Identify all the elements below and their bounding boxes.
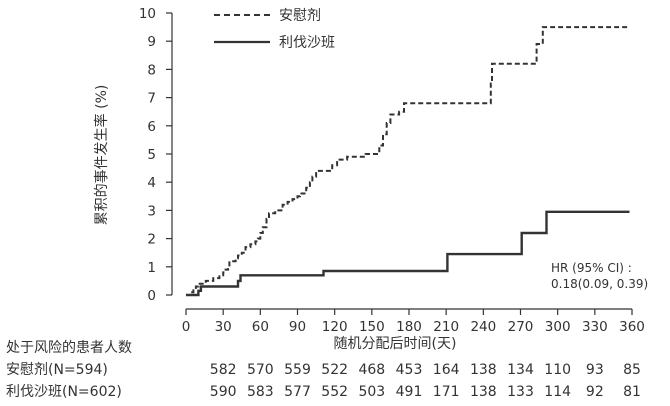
risk-value-cell: 590 <box>210 384 237 400</box>
risk-row-label-rivaroxaban: 利伐沙班(N=602) <box>6 384 122 400</box>
risk-value-cell: 138 <box>470 384 497 400</box>
y-tick-label: 1 <box>147 260 156 276</box>
risk-row-label-placebo: 安慰剂(N=594) <box>6 361 108 378</box>
risk-value-cell: 164 <box>433 362 460 378</box>
legend-label-rivaroxaban: 利伐沙班 <box>279 35 335 51</box>
hr-annotation-line2: 0.18(0.09, 0.39) <box>551 277 648 291</box>
risk-value-cell: 453 <box>396 362 423 378</box>
risk-value-cell: 522 <box>321 362 348 378</box>
risk-table: 处于风险的患者人数 安慰剂(N=594) 利伐沙班(N=602) 582 570 5… <box>6 340 641 400</box>
risk-value-cell: 85 <box>623 362 641 378</box>
y-tick-label: 7 <box>147 91 156 107</box>
risk-value-cell: 133 <box>507 384 534 400</box>
y-tick-label: 10 <box>139 6 156 22</box>
x-tick-label: 60 <box>252 319 269 335</box>
y-tick-label: 8 <box>147 62 156 78</box>
x-tick-label: 300 <box>545 319 571 335</box>
y-tick-label: 0 <box>147 288 156 304</box>
risk-value-cell: 491 <box>396 384 423 400</box>
series-layer <box>186 26 630 297</box>
x-tick-label: 150 <box>359 319 385 335</box>
x-tick-label: 30 <box>215 319 232 335</box>
x-tick-label: 180 <box>396 319 422 335</box>
y-tick-label: 9 <box>147 34 156 50</box>
risk-value-cell: 468 <box>358 362 385 378</box>
y-tick-label: 3 <box>147 203 156 219</box>
y-tick-label: 5 <box>147 147 156 163</box>
risk-value-cell: 92 <box>586 384 604 400</box>
y-axis-title: 累积的事件发生率 (%) <box>93 85 110 226</box>
risk-value-cell: 559 <box>284 362 311 378</box>
risk-value-cell: 171 <box>433 384 460 400</box>
x-tick-label: 270 <box>508 319 534 335</box>
risk-value-cell: 138 <box>470 362 497 378</box>
x-axis-title: 随机分配后时间(天) <box>334 336 457 352</box>
risk-value-cell: 583 <box>247 384 274 400</box>
x-tick-label: 330 <box>582 319 608 335</box>
x-tick-label: 0 <box>182 319 191 335</box>
x-tick-label: 90 <box>289 319 306 335</box>
risk-value-cell: 570 <box>247 362 274 378</box>
risk-value-cell: 577 <box>284 384 311 400</box>
hr-annotation-line1: HR (95% CI) : <box>551 261 632 275</box>
chart-axes: 0 1 2 3 4 5 6 7 8 9 10 0 30 60 90 120 150 180 210 240 270 300… <box>139 6 645 335</box>
risk-value-cell: 134 <box>507 362 534 378</box>
risk-value-cell: 114 <box>544 384 571 400</box>
risk-value-cell: 552 <box>321 384 348 400</box>
x-tick-label: 120 <box>322 319 348 335</box>
series-line-rivaroxaban <box>186 210 630 297</box>
x-tick-label: 240 <box>470 319 496 335</box>
risk-value-cell: 503 <box>358 384 385 400</box>
y-tick-label: 6 <box>147 119 156 135</box>
risk-table-title: 处于风险的患者人数 <box>6 340 132 356</box>
risk-value-cell: 81 <box>623 384 641 400</box>
y-tick-label: 4 <box>147 175 156 191</box>
risk-value-cell: 582 <box>210 362 237 378</box>
risk-values: 582 570 559 522 468 453 164 138 134 110 93 85 590 583… <box>210 362 641 400</box>
legend-label-placebo: 安慰剂 <box>279 7 321 24</box>
series-line-placebo <box>186 26 630 296</box>
risk-value-cell: 93 <box>586 362 604 378</box>
x-tick-label: 360 <box>619 319 645 335</box>
risk-value-cell: 110 <box>544 362 571 378</box>
y-tick-label: 2 <box>147 232 156 248</box>
x-tick-label: 210 <box>433 319 459 335</box>
legend: 安慰剂 利伐沙班 <box>214 7 335 51</box>
